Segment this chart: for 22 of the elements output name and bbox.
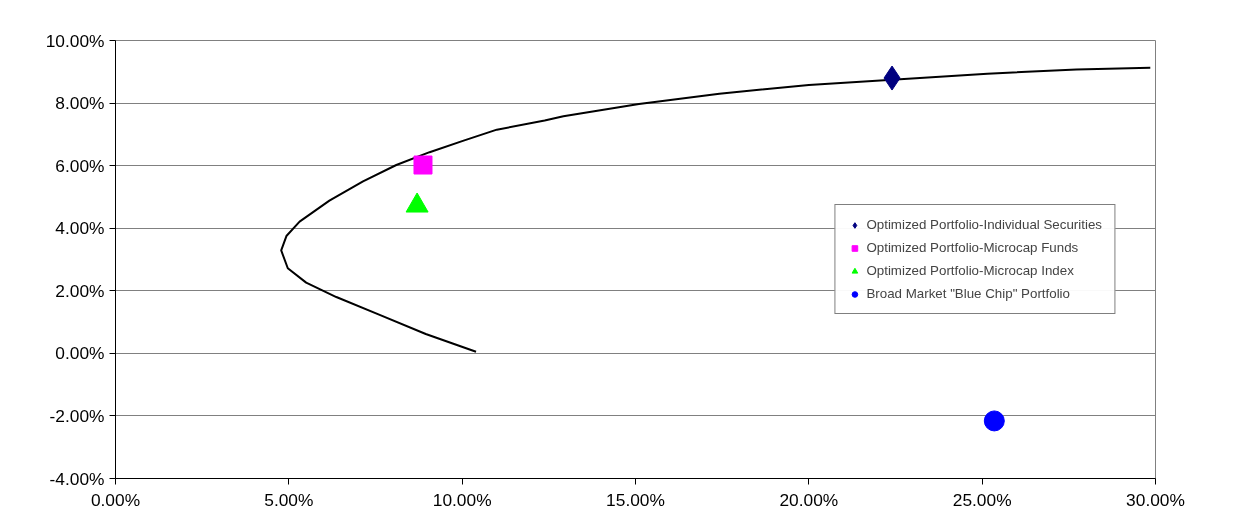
- y-tick-label: 0.00%: [55, 343, 105, 364]
- legend-label: Optimized Portfolio-Microcap Funds: [866, 240, 1079, 255]
- y-tick-label: 8.00%: [55, 93, 105, 114]
- line-series: [280, 66, 1152, 353]
- legend-label: Optimized Portfolio-Individual Securities: [866, 217, 1102, 232]
- y-tick-label: 10.00%: [45, 30, 105, 51]
- x-tick-label: 20.00%: [779, 489, 839, 510]
- point: [413, 155, 433, 175]
- x-tick-label: 10.00%: [432, 489, 492, 510]
- x-tick-label: 5.00%: [264, 489, 314, 510]
- legend-label: Broad Market "Blue Chip" Portfolio: [866, 286, 1070, 301]
- x-tick-label: 0.00%: [90, 489, 141, 510]
- y-tick-label: -2.00%: [49, 405, 105, 426]
- y-tick-label: 2.00%: [55, 280, 105, 301]
- x-tick-label: 15.00%: [606, 489, 665, 510]
- point: [983, 410, 1005, 432]
- x-tick-label: 30.00%: [1126, 489, 1185, 510]
- y-tick-label: 6.00%: [55, 155, 105, 176]
- y-tick-label: 4.00%: [55, 218, 105, 239]
- y-tick-label: -4.00%: [49, 468, 105, 489]
- x-tick-label: 25.00%: [952, 489, 1012, 510]
- legend-label: Optimized Portfolio-Microcap Index: [866, 263, 1074, 278]
